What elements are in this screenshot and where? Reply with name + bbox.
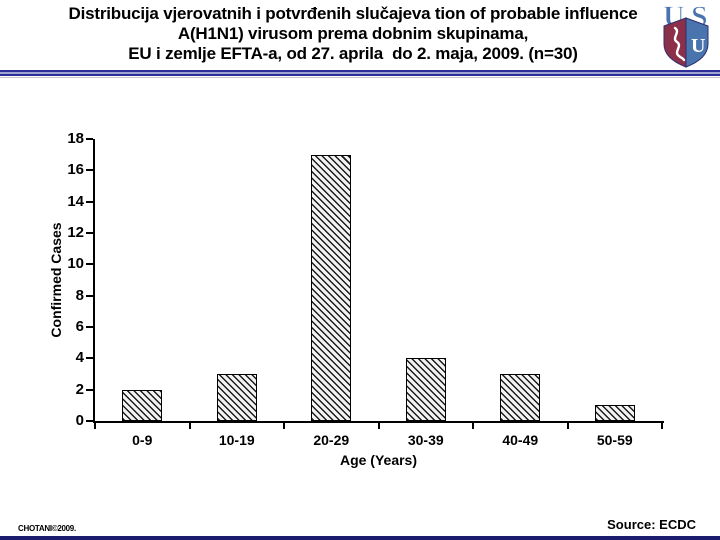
bar-30-39 [405,358,446,421]
y-tick-label: 12 [67,224,84,241]
logo-shield-letter: U [691,35,705,57]
y-tick-label: 0 [75,412,84,429]
separator-line-navy-top [0,70,720,72]
bar-0-9 [122,389,163,421]
x-tick-mark [188,423,191,429]
x-category-label: 50-59 [596,432,633,448]
copyright-credit: CHOTANI©2009. [18,524,76,533]
separator-line-light-middle [0,72,720,74]
x-axis-title: Age (Years) [339,452,418,468]
y-tick-label: 14 [67,192,84,210]
bar-50-59 [594,405,635,421]
y-tick-label: 4 [75,349,84,367]
y-tick-mark [86,169,93,172]
source-note: Source: ECDC [607,517,696,532]
y-tick-label: 18 [67,130,84,147]
x-tick-mark [377,423,380,429]
x-tick-mark [566,423,569,429]
y-tick-label: 8 [75,286,84,304]
y-axis-title: Confirmed Cases [48,222,64,338]
y-tick-label: 10 [67,255,84,273]
slide-title: Distribucija vjerovatnih i potvrđenih sl… [0,4,706,64]
x-tick-mark [94,423,96,429]
y-tick-mark [86,263,93,266]
y-tick-label: 16 [67,161,84,179]
x-category-label: 30-39 [407,432,444,448]
title-line-3: EU i zemlje EFTA-a, od 27. aprila do 2. … [128,44,578,63]
bar-40-49 [500,374,541,421]
bar-10-19 [216,374,257,421]
title-line-1: Distribucija vjerovatnih i potvrđenih sl… [68,4,638,23]
x-tick-mark [283,423,285,429]
x-category-label: 0-9 [132,432,153,448]
y-tick-mark [86,357,93,360]
y-tick-mark [86,388,93,391]
logo-caduceus-shape [673,26,686,62]
y-axis-line [93,139,95,423]
logo-shield: U [663,17,709,68]
y-tick-mark [86,294,93,297]
y-tick-mark [86,200,93,203]
x-tick-mark [472,423,474,429]
x-tick-mark [661,423,663,429]
title-line-2: A(H1N1) virusom prema dobnim skupinama, [177,24,529,43]
university-shield-logo: U S U [663,0,709,68]
y-tick-mark [86,326,93,328]
bottom-accent-bar [0,536,720,540]
x-axis-line [93,421,664,423]
y-tick-label: 2 [75,380,84,398]
x-category-label: 10-19 [218,432,255,448]
separator-line-gray [0,77,720,78]
x-category-label: 40-49 [502,432,539,448]
y-tick-mark [86,232,93,234]
y-tick-mark [86,138,93,140]
separator-line-navy-bottom [0,74,720,76]
bar-20-29 [311,154,352,421]
y-tick-label: 6 [75,318,84,335]
x-category-label: 20-29 [313,432,350,448]
y-tick-mark [86,420,93,422]
